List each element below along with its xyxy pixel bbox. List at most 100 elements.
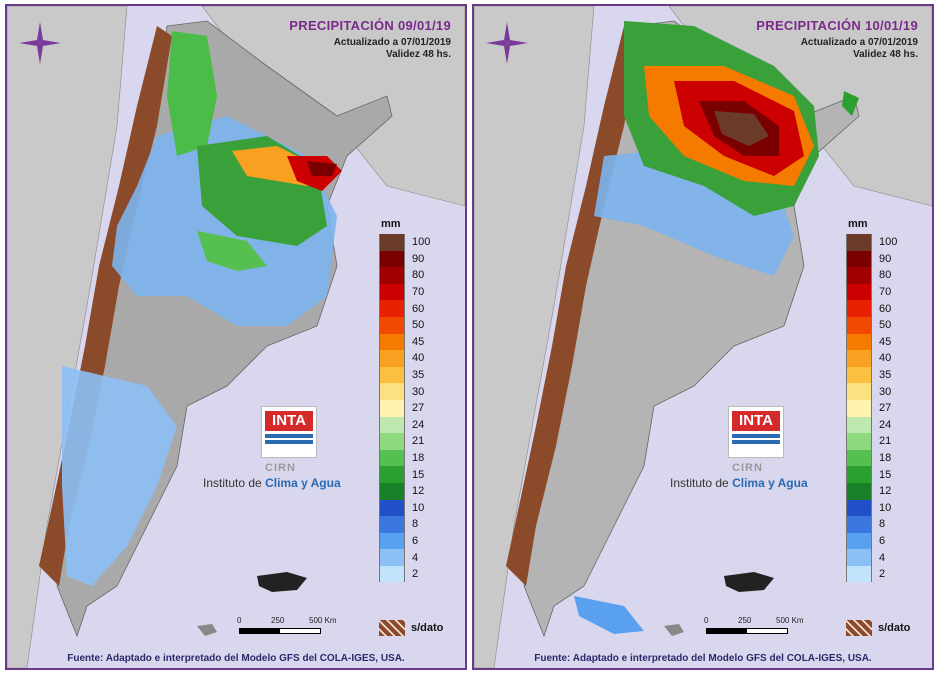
legend-swatch — [846, 267, 872, 284]
legend-swatch — [846, 532, 872, 550]
legend-label: 80 — [412, 269, 425, 282]
legend-item: 27 — [846, 399, 926, 417]
legend-label: 35 — [412, 369, 425, 382]
legend-swatch — [379, 283, 405, 301]
legend-label: 18 — [412, 452, 425, 465]
legend-unit: mm — [848, 218, 868, 230]
legend-label: 30 — [879, 385, 892, 398]
scale-mid: 250 — [738, 616, 752, 625]
legend-swatch — [846, 316, 872, 334]
legend-swatch — [379, 549, 405, 566]
institute-prefix: Instituto de — [670, 476, 729, 490]
legend-item: 8 — [379, 516, 459, 533]
hatched-swatch-icon — [379, 620, 405, 636]
legend-label: 12 — [879, 485, 892, 498]
no-data-key: s/dato — [846, 620, 910, 636]
legend-label: 8 — [412, 518, 419, 531]
legend-label: 70 — [879, 286, 892, 299]
legend-swatch — [846, 516, 872, 533]
legend-label: 18 — [879, 452, 892, 465]
cirn-label: CIRN — [732, 462, 763, 474]
map-header: PRECIPITACIÓN 10/01/19 Actualizado a 07/… — [756, 18, 918, 60]
legend-swatch — [379, 350, 405, 367]
legend-label: 24 — [412, 418, 425, 431]
legend-swatch — [846, 350, 872, 367]
legend-item: 45 — [379, 333, 459, 351]
legend-swatch — [379, 482, 405, 500]
inta-logo: INTA — [261, 406, 317, 458]
legend-label: 15 — [412, 468, 425, 481]
legend-item: 60 — [379, 300, 459, 317]
legend-swatch — [846, 250, 872, 268]
precipitation-legend: mm 100 90 80 70 60 50 45 40 35 30 27 24 21 18 15 12 10 8 6… — [379, 218, 459, 583]
legend-item: 80 — [379, 267, 459, 284]
legend-swatch — [379, 383, 405, 400]
scale-bar: 0 250 500 Km — [237, 616, 337, 634]
legend-label: 10 — [879, 501, 892, 514]
inta-logo-block: INTA CIRN Instituto de Clima y Agua — [203, 406, 403, 490]
legend-label: 4 — [412, 551, 419, 564]
legend-item: 18 — [846, 449, 926, 467]
legend-label: 6 — [879, 534, 886, 547]
legend-swatch — [846, 300, 872, 317]
legend-item: 6 — [846, 532, 926, 550]
institute-name: Instituto de Clima y Agua — [670, 476, 870, 490]
legend-swatch — [379, 366, 405, 384]
legend-item: 40 — [846, 350, 926, 367]
legend-item: 70 — [379, 283, 459, 301]
legend-label: 27 — [412, 402, 425, 415]
legend-label: 40 — [879, 352, 892, 365]
legend-swatch — [846, 333, 872, 351]
legend-label: 6 — [412, 534, 419, 547]
legend-item: 50 — [379, 316, 459, 334]
inta-wordmark: INTA — [732, 411, 780, 431]
map-title: PRECIPITACIÓN 10/01/19 — [756, 18, 918, 33]
scale-end: 500 Km — [776, 616, 804, 625]
legend-label: 90 — [879, 252, 892, 265]
scale-zero: 0 — [237, 616, 242, 625]
legend-item: 2 — [846, 565, 926, 583]
legend-item: 30 — [379, 383, 459, 400]
institute-prefix: Instituto de — [203, 476, 262, 490]
source-note: Fuente: Adaptado e interpretado del Mode… — [534, 653, 872, 664]
legend-label: 2 — [879, 568, 886, 581]
legend-swatch — [379, 300, 405, 317]
legend-item: 70 — [846, 283, 926, 301]
legend-label: 8 — [879, 518, 886, 531]
legend-label: 10 — [412, 501, 425, 514]
map-title: PRECIPITACIÓN 09/01/19 — [289, 18, 451, 33]
institute-highlight: Clima y Agua — [732, 476, 808, 490]
legend-swatch — [379, 433, 405, 450]
updated-label: Actualizado a 07/01/2019 — [333, 37, 451, 48]
legend-item: 4 — [379, 549, 459, 566]
legend-item: 21 — [846, 433, 926, 450]
map-panel-left: PRECIPITACIÓN 09/01/19 Actualizado a 07/… — [5, 4, 467, 670]
map-panel-right: PRECIPITACIÓN 10/01/19 Actualizado a 07/… — [472, 4, 934, 670]
legend-unit: mm — [381, 218, 401, 230]
legend-label: 15 — [879, 468, 892, 481]
legend-item: 15 — [846, 466, 926, 483]
legend-item: 10 — [846, 499, 926, 517]
legend-label: 2 — [412, 568, 419, 581]
compass-rose-icon — [486, 22, 528, 64]
legend-rows: 100 90 80 70 60 50 45 40 35 30 27 24 21 18 15 12 10 8 6 4 2 — [379, 234, 459, 583]
legend-swatch — [846, 366, 872, 384]
scale-mid: 250 — [271, 616, 285, 625]
legend-item: 90 — [379, 250, 459, 268]
legend-swatch — [846, 499, 872, 517]
legend-swatch — [379, 399, 405, 417]
scale-zero: 0 — [704, 616, 709, 625]
legend-label: 21 — [879, 435, 892, 448]
legend-swatch — [379, 267, 405, 284]
legend-item: 35 — [379, 366, 459, 384]
legend-item: 21 — [379, 433, 459, 450]
legend-swatch — [379, 234, 405, 251]
institute-name: Instituto de Clima y Agua — [203, 476, 403, 490]
legend-item: 12 — [846, 482, 926, 500]
legend-label: 100 — [412, 236, 431, 249]
cirn-label: CIRN — [265, 462, 296, 474]
legend-swatch — [846, 549, 872, 566]
legend-item: 15 — [379, 466, 459, 483]
legend-label: 27 — [879, 402, 892, 415]
validity-label: Validez 48 hs. — [852, 49, 918, 60]
